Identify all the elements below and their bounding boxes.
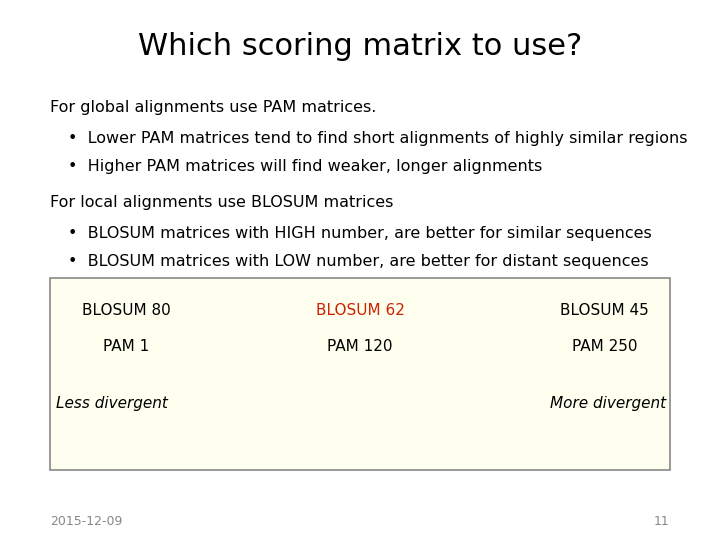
Text: Which scoring matrix to use?: Which scoring matrix to use? — [138, 32, 582, 62]
Text: •  BLOSUM matrices with LOW number, are better for distant sequences: • BLOSUM matrices with LOW number, are b… — [68, 254, 649, 269]
Text: More divergent: More divergent — [550, 396, 667, 411]
Text: •  Lower PAM matrices tend to find short alignments of highly similar regions: • Lower PAM matrices tend to find short … — [68, 131, 688, 146]
Text: BLOSUM 62: BLOSUM 62 — [315, 303, 405, 318]
Text: BLOSUM 80: BLOSUM 80 — [81, 303, 171, 318]
Text: PAM 120: PAM 120 — [328, 339, 392, 354]
Text: •  Higher PAM matrices will find weaker, longer alignments: • Higher PAM matrices will find weaker, … — [68, 159, 543, 174]
Text: Less divergent: Less divergent — [55, 396, 168, 411]
Text: BLOSUM 45: BLOSUM 45 — [560, 303, 649, 318]
Text: For local alignments use BLOSUM matrices: For local alignments use BLOSUM matrices — [50, 195, 394, 211]
Text: •  BLOSUM matrices with HIGH number, are better for similar sequences: • BLOSUM matrices with HIGH number, are … — [68, 226, 652, 241]
Text: PAM 1: PAM 1 — [103, 339, 149, 354]
Text: 11: 11 — [654, 515, 670, 528]
Text: PAM 250: PAM 250 — [572, 339, 637, 354]
Text: For global alignments use PAM matrices.: For global alignments use PAM matrices. — [50, 100, 377, 115]
Text: 2015-12-09: 2015-12-09 — [50, 515, 123, 528]
